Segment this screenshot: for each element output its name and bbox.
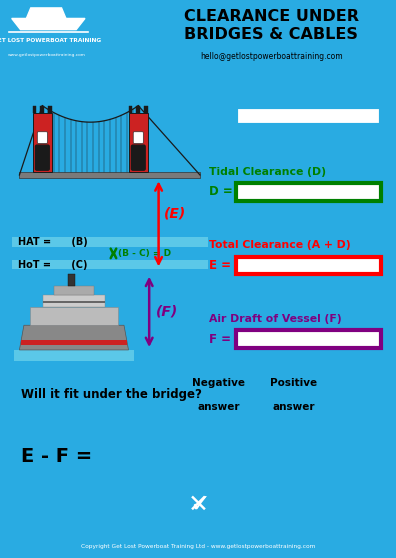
Text: (F): (F) (156, 305, 178, 319)
Text: HAT =      (B): HAT = (B) (17, 237, 87, 247)
Text: GET LOST POWERBOAT TRAINING: GET LOST POWERBOAT TRAINING (0, 39, 101, 44)
FancyBboxPatch shape (36, 145, 49, 170)
Text: Positive: Positive (270, 378, 318, 388)
Text: ✕: ✕ (188, 493, 209, 517)
Text: answer: answer (198, 402, 240, 412)
FancyBboxPatch shape (133, 132, 143, 143)
Text: hello@getlostpowerboattraining.com: hello@getlostpowerboattraining.com (200, 52, 343, 61)
Text: Will it fit under the bridge?: Will it fit under the bridge? (21, 388, 202, 401)
Bar (129, 105, 132, 113)
Bar (236, 183, 381, 201)
Text: A =: A = (209, 110, 232, 123)
Text: Total Clearance (A + D): Total Clearance (A + D) (209, 240, 351, 251)
Bar (12, 259, 208, 270)
Bar (42, 301, 105, 303)
Text: (A): (A) (71, 201, 95, 215)
Bar (42, 295, 105, 307)
Bar (12, 237, 208, 247)
Bar (236, 330, 381, 348)
Text: Charted Clearance (A): Charted Clearance (A) (209, 91, 345, 101)
Bar (236, 107, 381, 125)
Text: CLEARANCE UNDER: CLEARANCE UNDER (184, 9, 359, 24)
Polygon shape (12, 18, 85, 30)
Bar (136, 105, 140, 113)
Text: HoT =      (C): HoT = (C) (17, 259, 87, 270)
Text: Negative: Negative (192, 378, 245, 388)
Text: Tidal Clearance (D): Tidal Clearance (D) (209, 166, 326, 176)
Polygon shape (27, 8, 66, 18)
Text: E - F =: E - F = (21, 447, 93, 466)
Text: E =: E = (209, 259, 231, 272)
FancyBboxPatch shape (131, 145, 145, 170)
Bar (48, 105, 52, 113)
Bar (32, 105, 36, 113)
Bar (32, 113, 52, 171)
Text: www.getlostpowerboattraining.com: www.getlostpowerboattraining.com (8, 54, 86, 57)
Text: (E): (E) (164, 206, 187, 220)
FancyBboxPatch shape (37, 132, 48, 143)
Text: Copyright Get Lost Powerboat Training Ltd - www.getlostpowerboattraining.com: Copyright Get Lost Powerboat Training Lt… (81, 544, 315, 549)
Text: Air Draft of Vessel (F): Air Draft of Vessel (F) (209, 314, 342, 324)
Bar (14, 350, 134, 361)
Circle shape (198, 504, 199, 505)
Bar (40, 105, 44, 113)
Text: F =: F = (209, 333, 231, 346)
Bar (236, 257, 381, 275)
Text: answer: answer (273, 402, 315, 412)
Bar (129, 113, 148, 171)
Polygon shape (19, 325, 129, 350)
Bar (144, 105, 148, 113)
Text: (B - C) = D: (B - C) = D (118, 249, 171, 258)
Bar (19, 171, 200, 179)
Bar (30, 307, 118, 325)
Text: ✓: ✓ (189, 493, 210, 517)
Circle shape (199, 504, 200, 505)
Text: BRIDGES & CABLES: BRIDGES & CABLES (184, 27, 358, 42)
Bar (53, 286, 94, 295)
Bar (21, 340, 127, 344)
Bar (68, 274, 74, 286)
Text: D =: D = (209, 185, 233, 198)
